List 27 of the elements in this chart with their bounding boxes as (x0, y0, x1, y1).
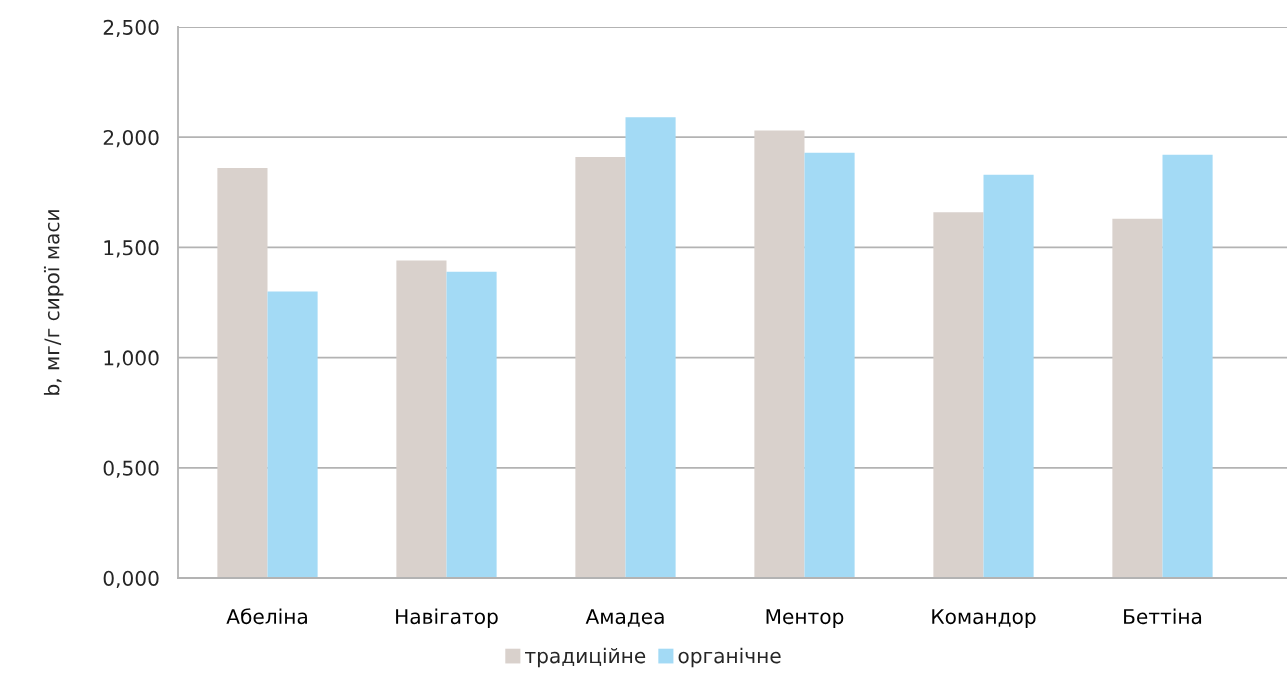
y-tick-label: 0,000 (103, 570, 159, 588)
x-tick-label: Абеліна (226, 608, 307, 625)
bar (625, 117, 676, 578)
bar (1162, 154, 1213, 578)
bar (933, 212, 984, 578)
x-tick-label: Командор (932, 609, 1036, 629)
bar (217, 168, 268, 578)
x-tick-label: Беттіна (1124, 608, 1202, 625)
legend-label: органічне (678, 647, 781, 668)
bar (1112, 218, 1163, 578)
bar (754, 130, 805, 578)
y-tick-label: 2,000 (103, 129, 159, 148)
bar (804, 152, 855, 578)
bar (575, 157, 626, 578)
legend-label: традиційне (525, 647, 646, 668)
y-tick-label: 2,500 (103, 19, 159, 37)
y-tick-label: 1,000 (104, 350, 159, 368)
bar (983, 174, 1034, 578)
x-tick-label: Навігатор (396, 608, 498, 629)
bar (446, 271, 497, 578)
x-tick-label: Ментор (766, 609, 844, 629)
y-tick-label: 0,500 (103, 460, 159, 478)
bar (267, 291, 318, 578)
y-axis-title: b, мг/г сирої маси (43, 210, 64, 395)
bar (396, 260, 447, 578)
y-tick-label: 1,500 (104, 240, 159, 258)
x-tick-label: Амадеа (585, 609, 664, 627)
